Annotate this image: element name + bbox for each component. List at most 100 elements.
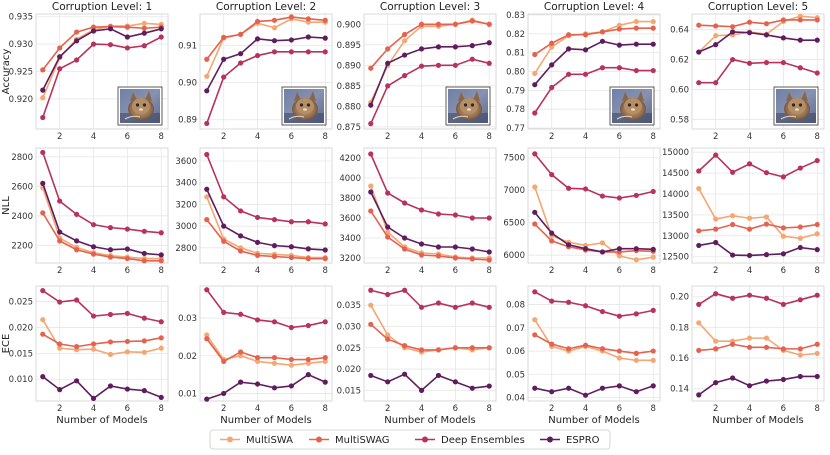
data-point-espro bbox=[57, 229, 63, 235]
data-point-deep-ensembles bbox=[322, 221, 328, 227]
data-point-multiswag bbox=[288, 14, 294, 20]
data-point-multiswag bbox=[549, 341, 555, 347]
data-point-multiswag bbox=[221, 34, 227, 40]
series-line-espro bbox=[370, 41, 490, 106]
data-point-multiswag bbox=[402, 31, 408, 38]
data-point-multiswa bbox=[650, 254, 656, 260]
data-point-espro bbox=[288, 244, 294, 250]
data-point-deep-ensembles bbox=[780, 174, 786, 180]
y-tick-label: 2400 bbox=[11, 212, 33, 222]
series-line-multiswa bbox=[698, 188, 818, 240]
data-point-espro bbox=[814, 373, 820, 380]
data-point-multiswag bbox=[271, 253, 278, 260]
data-point-deep-ensembles bbox=[696, 301, 702, 307]
data-point-espro bbox=[746, 383, 753, 389]
legend: MultiSWA MultiSWAG Deep Ensembles ESPRO bbox=[209, 429, 611, 450]
y-tick-label: 0.82 bbox=[506, 30, 525, 40]
panel-r3-c5: 0.14 0.16 0.18 0.20 2 4 6 8 Number of Models bbox=[670, 285, 825, 426]
legend-entry-multiswa: MultiSWA bbox=[220, 435, 293, 446]
data-point-espro bbox=[599, 38, 606, 44]
data-point-multiswa bbox=[616, 355, 622, 361]
series-line-multiswa bbox=[206, 196, 326, 259]
series-line-deep-ensembles bbox=[370, 58, 490, 124]
data-point-deep-ensembles bbox=[486, 304, 492, 310]
data-point-espro bbox=[730, 29, 736, 35]
x-axis-label: Number of Models bbox=[548, 415, 639, 426]
data-point-multiswa bbox=[599, 240, 606, 246]
data-point-multiswag bbox=[238, 31, 244, 38]
y-tick-label: 15000 bbox=[662, 148, 689, 158]
series-line-deep-ensembles bbox=[42, 289, 162, 323]
data-point-deep-ensembles bbox=[582, 303, 589, 309]
y-tick-label: 0.81 bbox=[506, 49, 525, 59]
data-point-deep-ensembles bbox=[633, 311, 639, 317]
data-point-espro bbox=[254, 239, 261, 245]
data-point-espro bbox=[90, 244, 97, 250]
data-point-deep-ensembles bbox=[368, 151, 374, 157]
y-tick-label: 0.80 bbox=[506, 68, 525, 78]
data-point-multiswag bbox=[814, 341, 820, 347]
data-point-deep-ensembles bbox=[141, 315, 147, 321]
y-tick-label: 0.935 bbox=[9, 13, 33, 23]
data-point-multiswag bbox=[763, 221, 770, 227]
data-point-deep-ensembles bbox=[254, 52, 261, 59]
data-point-multiswa bbox=[633, 257, 639, 263]
data-point-deep-ensembles bbox=[368, 287, 374, 293]
series-line-deep-ensembles bbox=[206, 289, 326, 329]
y-tick-label: 0.05 bbox=[506, 370, 525, 380]
series-line-espro bbox=[370, 191, 490, 253]
data-point-deep-ensembles bbox=[418, 63, 425, 69]
data-point-multiswag bbox=[90, 341, 97, 347]
plot-area bbox=[199, 147, 333, 264]
data-point-espro bbox=[599, 385, 606, 391]
y-tick-label: 0.91 bbox=[178, 42, 197, 52]
data-point-espro bbox=[696, 49, 702, 55]
data-point-multiswag bbox=[532, 51, 538, 58]
data-point-deep-ensembles bbox=[368, 121, 374, 127]
data-point-multiswag bbox=[238, 248, 244, 254]
data-point-deep-ensembles bbox=[204, 120, 210, 127]
data-point-multiswag bbox=[124, 255, 130, 262]
data-point-multiswa bbox=[746, 335, 753, 341]
y-tick-label: 0.20 bbox=[670, 293, 689, 303]
data-point-espro bbox=[633, 246, 639, 252]
series-line-multiswa bbox=[370, 304, 490, 353]
column-title: Corruption Level: 5 bbox=[708, 1, 808, 13]
y-tick-label: 0.90 bbox=[178, 79, 197, 89]
x-tick-label: 2 bbox=[385, 404, 390, 414]
data-point-multiswag bbox=[124, 24, 130, 30]
data-point-multiswag bbox=[141, 338, 147, 344]
data-point-multiswag bbox=[254, 355, 261, 361]
data-point-deep-ensembles bbox=[713, 291, 719, 297]
y-tick-label: 0.03 bbox=[178, 314, 197, 324]
data-point-espro bbox=[814, 247, 820, 253]
data-point-multiswag bbox=[288, 356, 294, 363]
data-point-espro bbox=[221, 56, 227, 62]
data-point-deep-ensembles bbox=[74, 57, 80, 63]
x-axis-label: Number of Models bbox=[56, 415, 147, 426]
data-point-multiswag bbox=[368, 321, 374, 327]
y-tick-label: 3200 bbox=[175, 200, 197, 210]
x-tick-label: 2 bbox=[221, 266, 226, 276]
data-point-multiswa bbox=[385, 332, 391, 338]
x-tick-label: 8 bbox=[651, 266, 656, 276]
series-line-multiswag bbox=[206, 338, 326, 363]
x-tick-label: 4 bbox=[91, 266, 96, 276]
data-point-deep-ensembles bbox=[288, 219, 294, 225]
data-point-espro bbox=[124, 246, 130, 252]
x-tick-label: 4 bbox=[747, 404, 752, 414]
data-point-espro bbox=[57, 54, 63, 60]
series-line-espro bbox=[534, 385, 654, 397]
data-point-multiswa bbox=[549, 44, 555, 50]
data-point-multiswag bbox=[452, 345, 458, 351]
x-tick-label: 2 bbox=[713, 404, 718, 414]
x-tick-label: 6 bbox=[125, 404, 130, 414]
y-tick-label: 0.900 bbox=[337, 20, 361, 30]
y-tick-label: 0.025 bbox=[337, 344, 361, 354]
data-point-deep-ensembles bbox=[158, 319, 164, 325]
x-tick-label: 6 bbox=[289, 266, 294, 276]
data-point-espro bbox=[238, 51, 244, 57]
x-tick-label: 8 bbox=[815, 404, 820, 414]
data-point-multiswag bbox=[814, 17, 820, 23]
data-point-multiswag bbox=[204, 336, 210, 342]
